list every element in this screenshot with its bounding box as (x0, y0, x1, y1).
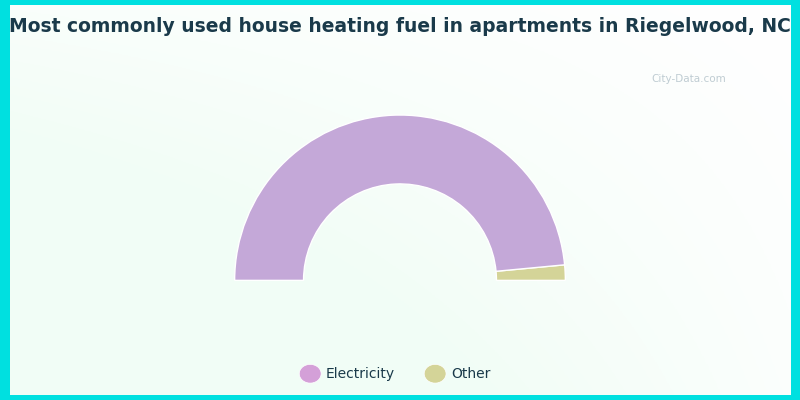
Ellipse shape (424, 364, 446, 383)
Wedge shape (496, 265, 566, 280)
Wedge shape (234, 115, 565, 280)
Text: Most commonly used house heating fuel in apartments in Riegelwood, NC: Most commonly used house heating fuel in… (9, 17, 791, 36)
Text: City-Data.com: City-Data.com (651, 74, 726, 84)
Text: Electricity: Electricity (326, 367, 395, 381)
Text: Other: Other (450, 367, 490, 381)
Ellipse shape (299, 364, 321, 383)
